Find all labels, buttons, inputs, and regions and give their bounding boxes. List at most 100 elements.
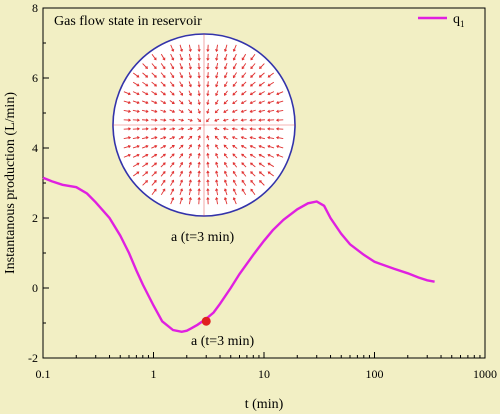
flow-arrow-head [154,171,157,175]
flow-arrow-head [241,83,245,87]
flow-arrow-head [249,153,253,157]
flow-arrow-head [181,118,185,122]
flow-arrow-head [276,153,280,157]
flow-arrow-head [258,171,262,175]
flow-arrow [141,136,149,140]
flow-arrow-head [197,49,201,53]
flow-arrow-head [145,162,149,166]
x-tick-label: 1 [151,367,157,381]
flow-arrow [160,188,166,196]
flow-arrow [224,90,228,96]
flow-arrow-head [145,66,148,69]
flow-arrow [216,197,218,205]
flow-arrow [215,81,219,87]
flow-arrow [142,171,148,177]
y-tick-label: 6 [32,71,38,85]
flow-arrow-head [154,83,157,87]
flow-arrow [132,109,140,113]
flow-arrow [250,162,256,168]
flow-arrow [250,91,256,95]
flow-arrow [215,162,219,168]
flow-arrow-head [145,180,148,183]
flow-arrow [151,72,157,78]
flow-arrow [179,153,183,159]
flow-arrow [232,136,238,140]
flow-arrow-head [223,75,227,79]
flow-arrow [151,162,157,168]
flow-arrow-head [215,152,219,156]
flow-arrow-head [179,48,184,52]
flow-arrow-head [206,161,210,165]
flow-arrow [142,162,148,168]
y-tick-label: 0 [32,281,38,295]
flow-arrow-head [145,127,149,131]
flow-arrow-head [163,145,167,148]
flow-arrow-head [180,170,184,174]
flow-arrow [215,153,219,159]
flow-arrow-head [145,118,149,122]
flow-arrow-head [240,145,244,148]
flow-arrow [198,171,200,177]
flow-arrow-head [179,57,184,61]
flow-arrow [179,63,183,69]
flow-arrow [132,100,140,104]
flow-arrow-head [206,93,210,97]
flow-arrow-head [153,66,157,70]
flow-arrow [250,81,256,87]
flow-arrow-head [232,66,236,70]
flow-arrow [224,44,228,52]
flow-arrow [250,100,256,104]
flow-arrow [224,72,228,78]
flow-arrow [267,162,275,168]
flow-arrow [233,188,237,196]
flow-arrow-head [240,118,244,122]
flow-arrow-head [197,93,201,97]
flow-arrow-head [206,75,210,79]
flow-arrow [232,90,238,96]
flow-arrow-head [153,57,157,61]
flow-arrow [276,100,284,104]
flow-arrow-head [258,127,262,131]
flow-arrow [241,72,247,78]
flow-arrow [276,91,284,95]
flow-arrow-head [171,162,175,166]
flow-arrow-head [267,136,271,140]
flow-arrow-head [188,179,192,183]
flow-arrow [169,136,175,140]
flow-arrow-head [171,101,175,105]
flow-arrow-head [128,118,132,122]
flow-arrow [224,53,228,61]
flow-arrow-head [145,109,149,113]
flow-arrow-head [206,135,210,139]
flow-arrow [198,180,200,186]
flow-arrow [179,171,183,177]
flow-arrow-head [240,127,244,131]
flow-arrow [179,90,183,96]
flow-arrow-head [163,153,166,157]
flow-arrow [178,109,184,113]
flow-arrow [132,162,140,168]
flow-arrow [241,90,247,96]
flow-arrow-head [188,152,192,156]
flow-arrow-head [188,161,192,165]
flow-arrow [241,109,247,113]
flow-arrow [198,90,200,96]
flow-arrow [169,81,175,87]
flow-arrow [188,162,192,168]
flow-arrow [123,137,131,139]
flow-arrow [215,179,219,187]
flow-arrow-head [206,143,210,147]
flow-arrow-head [181,127,185,131]
flow-arrow [142,72,148,78]
flow-arrow-head [249,109,253,113]
flow-arrow [207,153,209,159]
flow-arrow-head [276,92,280,96]
flow-arrow [170,53,174,61]
flow-arrow [151,180,157,186]
flow-arrow-head [163,92,166,96]
flow-arrow-head [241,153,244,157]
flow-arrow-head [162,179,166,183]
flow-arrow-head [197,102,201,106]
flow-arrow-head [215,196,219,200]
flow-arrow-head [189,144,192,148]
